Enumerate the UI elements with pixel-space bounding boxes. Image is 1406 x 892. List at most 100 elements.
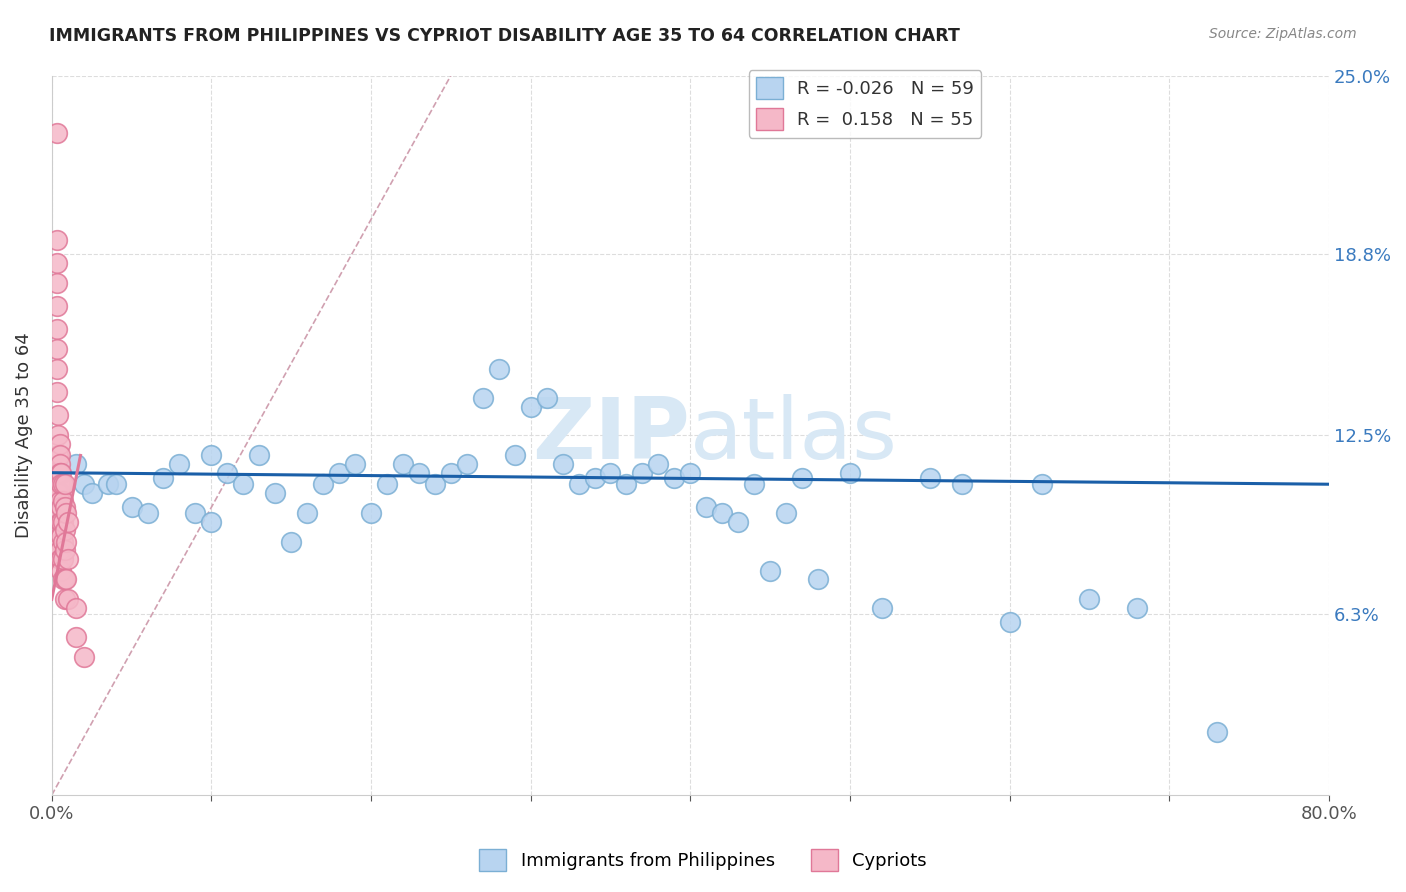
Point — [46, 408, 69, 422]
Point — [45, 342, 67, 356]
Point — [46, 486, 69, 500]
Point — [65, 601, 87, 615]
Point — [200, 449, 222, 463]
Text: Source: ZipAtlas.com: Source: ZipAtlas.com — [1209, 27, 1357, 41]
Point — [121, 500, 143, 515]
Point — [51, 466, 73, 480]
Point — [48, 477, 70, 491]
Point — [65, 457, 87, 471]
Point — [55, 506, 77, 520]
Point — [200, 515, 222, 529]
Point — [56, 592, 79, 607]
Point — [52, 477, 75, 491]
Point — [53, 523, 76, 537]
Point — [169, 457, 191, 471]
Point — [599, 466, 621, 480]
Point — [48, 529, 70, 543]
Point — [48, 552, 70, 566]
Point — [375, 477, 398, 491]
Point — [807, 572, 830, 586]
Point — [73, 477, 96, 491]
Y-axis label: Disability Age 35 to 64: Disability Age 35 to 64 — [15, 333, 32, 538]
Point — [73, 649, 96, 664]
Text: ZIP: ZIP — [533, 393, 690, 477]
Point — [48, 449, 70, 463]
Point — [471, 391, 494, 405]
Point — [46, 428, 69, 442]
Point — [328, 466, 350, 480]
Point — [264, 486, 287, 500]
Point — [616, 477, 638, 491]
Point — [51, 477, 73, 491]
Point — [56, 515, 79, 529]
Point — [918, 471, 941, 485]
Point — [423, 477, 446, 491]
Point — [312, 477, 335, 491]
Point — [247, 449, 270, 463]
Point — [104, 477, 127, 491]
Point — [408, 466, 430, 480]
Point — [280, 534, 302, 549]
Point — [53, 500, 76, 515]
Point — [568, 477, 591, 491]
Point — [46, 466, 69, 480]
Point — [870, 601, 893, 615]
Point — [1031, 477, 1053, 491]
Point — [519, 400, 541, 414]
Legend: Immigrants from Philippines, Cypriots: Immigrants from Philippines, Cypriots — [472, 842, 934, 879]
Legend: R = -0.026   N = 59, R =  0.158   N = 55: R = -0.026 N = 59, R = 0.158 N = 55 — [748, 70, 981, 137]
Point — [45, 233, 67, 247]
Point — [52, 534, 75, 549]
Point — [503, 449, 526, 463]
Point — [759, 564, 782, 578]
Point — [55, 572, 77, 586]
Point — [48, 494, 70, 508]
Point — [45, 362, 67, 376]
Point — [48, 486, 70, 500]
Point — [65, 630, 87, 644]
Point — [45, 299, 67, 313]
Point — [727, 515, 749, 529]
Point — [97, 477, 120, 491]
Point — [80, 486, 103, 500]
Point — [53, 543, 76, 558]
Text: IMMIGRANTS FROM PHILIPPINES VS CYPRIOT DISABILITY AGE 35 TO 64 CORRELATION CHART: IMMIGRANTS FROM PHILIPPINES VS CYPRIOT D… — [49, 27, 960, 45]
Point — [48, 437, 70, 451]
Point — [456, 457, 478, 471]
Point — [45, 276, 67, 290]
Point — [45, 126, 67, 140]
Point — [583, 471, 606, 485]
Text: atlas: atlas — [690, 393, 898, 477]
Point — [998, 615, 1021, 630]
Point — [695, 500, 717, 515]
Point — [53, 477, 76, 491]
Point — [184, 506, 207, 520]
Point — [48, 534, 70, 549]
Point — [790, 471, 813, 485]
Point — [51, 500, 73, 515]
Point — [51, 515, 73, 529]
Point — [45, 385, 67, 400]
Point — [56, 552, 79, 566]
Point — [48, 466, 70, 480]
Point — [55, 534, 77, 549]
Point — [53, 572, 76, 586]
Point — [52, 552, 75, 566]
Point — [536, 391, 558, 405]
Point — [52, 572, 75, 586]
Point — [679, 466, 702, 480]
Point — [232, 477, 254, 491]
Point — [440, 466, 463, 480]
Point — [631, 466, 654, 480]
Point — [1078, 592, 1101, 607]
Point — [48, 457, 70, 471]
Point — [551, 457, 574, 471]
Point — [152, 471, 174, 485]
Point — [51, 529, 73, 543]
Point — [46, 449, 69, 463]
Point — [136, 506, 159, 520]
Point — [45, 322, 67, 336]
Point — [664, 471, 686, 485]
Point — [775, 506, 797, 520]
Point — [742, 477, 765, 491]
